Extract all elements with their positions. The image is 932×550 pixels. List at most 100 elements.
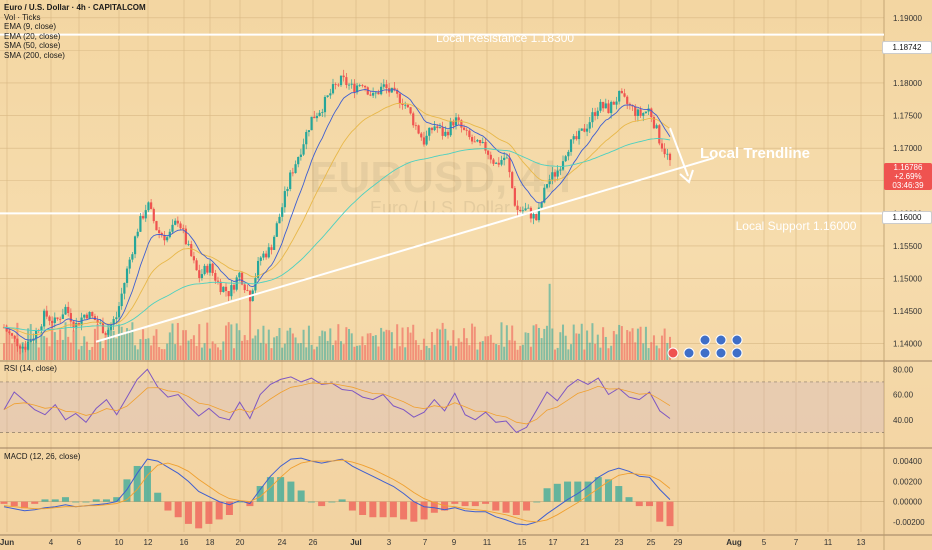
volume-bar xyxy=(570,344,573,360)
candle-body xyxy=(532,214,535,219)
candle-body xyxy=(393,87,396,90)
candle-body xyxy=(115,317,118,320)
volume-bar xyxy=(543,328,546,360)
candle-body xyxy=(433,126,436,131)
candle-body xyxy=(623,93,626,97)
volume-bar xyxy=(48,346,51,360)
candle-body xyxy=(88,312,91,319)
volume-bar xyxy=(75,326,78,360)
volume-bar xyxy=(623,343,626,360)
candle-body xyxy=(591,112,594,123)
macd-histogram-bar xyxy=(635,501,643,507)
volume-bar xyxy=(184,330,187,360)
candle-body xyxy=(398,93,401,104)
candle-body xyxy=(441,127,444,136)
candle-body xyxy=(548,179,551,185)
support-price-tag: 1.16000 xyxy=(882,211,932,224)
macd-histogram-bar xyxy=(564,481,572,502)
event-icon xyxy=(699,334,711,346)
volume-bar xyxy=(631,328,634,360)
candle-body xyxy=(275,223,278,237)
macd-histogram-bar xyxy=(389,501,397,518)
volume-bar xyxy=(101,348,104,360)
macd-histogram-bar xyxy=(174,501,182,518)
macd-legend[interactable]: MACD (12, 26, close) xyxy=(4,452,81,461)
time-axis-label: 17 xyxy=(549,538,558,547)
candle-body xyxy=(101,322,105,334)
candle-body xyxy=(238,272,241,278)
macd-histogram-bar xyxy=(92,499,100,502)
volume-bar xyxy=(305,347,308,360)
volume-bar xyxy=(262,325,265,360)
event-icon xyxy=(699,347,711,359)
volume-bar xyxy=(463,328,466,360)
volume-bar xyxy=(85,341,88,360)
volume-bar xyxy=(331,345,334,360)
event-icon xyxy=(667,347,679,359)
candle-body xyxy=(85,314,89,319)
volume-bar xyxy=(123,334,126,360)
candle-body xyxy=(647,108,650,112)
legend-volume[interactable]: Vol · Ticks xyxy=(4,12,41,22)
legend-ema9[interactable]: EMA (9, close) xyxy=(4,22,57,32)
candle-body xyxy=(51,320,54,323)
candle-body xyxy=(158,230,161,234)
candle-body xyxy=(663,148,666,155)
rsi-legend[interactable]: RSI (14, close) xyxy=(4,364,57,373)
candle-body xyxy=(561,161,565,170)
volume-bar xyxy=(291,333,294,360)
volume-bar xyxy=(104,333,107,360)
volume-bar xyxy=(516,349,519,360)
candle-body xyxy=(131,254,134,260)
candle-body xyxy=(527,207,530,209)
volume-bar xyxy=(420,349,423,360)
macd-histogram-bar xyxy=(553,483,561,502)
volume-bar xyxy=(441,322,444,360)
volume-bar xyxy=(187,340,190,360)
macd-histogram-bar xyxy=(594,477,602,502)
volume-bar xyxy=(179,345,182,360)
volume-bar xyxy=(548,283,551,360)
time-axis-label: 16 xyxy=(180,538,189,547)
arrow-head xyxy=(679,169,694,184)
macd-histogram-bar xyxy=(461,501,469,507)
candle-body xyxy=(243,284,246,291)
rsi-ma-line xyxy=(3,382,671,425)
macd-histogram-bar xyxy=(113,497,121,502)
candle-body xyxy=(369,94,372,96)
ema9-line xyxy=(3,89,671,341)
macd-histogram-bar xyxy=(287,481,295,502)
volume-bar xyxy=(567,349,570,360)
candle-body xyxy=(599,101,602,111)
candle-body xyxy=(594,112,597,117)
candle-body xyxy=(206,265,209,273)
volume-bar xyxy=(310,344,313,360)
candle-body xyxy=(668,153,672,161)
legend-ema20[interactable]: EMA (20, close) xyxy=(4,31,61,41)
macd-histogram-bar xyxy=(482,501,490,504)
event-icon xyxy=(715,347,727,359)
macd-histogram-bar xyxy=(359,501,367,515)
event-icon xyxy=(715,334,727,346)
candle-body xyxy=(345,77,348,86)
volume-bar xyxy=(647,348,650,360)
candle-body xyxy=(425,135,428,145)
volume-bar xyxy=(241,340,244,360)
legend-sma50[interactable]: SMA (50, close) xyxy=(4,41,61,51)
volume-bar xyxy=(578,333,581,360)
candle-body xyxy=(184,228,187,245)
legend-sma200[interactable]: SMA (200, close) xyxy=(4,50,65,60)
macd-histogram-bar xyxy=(72,501,80,503)
candle-body xyxy=(139,216,142,232)
volume-bar xyxy=(468,345,471,360)
candle-body xyxy=(513,188,516,206)
price-axis-label: 1.15500 xyxy=(893,242,922,251)
candle-body xyxy=(478,139,482,143)
candle-body xyxy=(470,137,474,142)
candle-body xyxy=(449,121,452,136)
time-axis-label: Jun xyxy=(0,538,14,547)
volume-bar xyxy=(176,322,179,360)
candle-body xyxy=(355,85,359,93)
candle-body xyxy=(211,263,214,273)
